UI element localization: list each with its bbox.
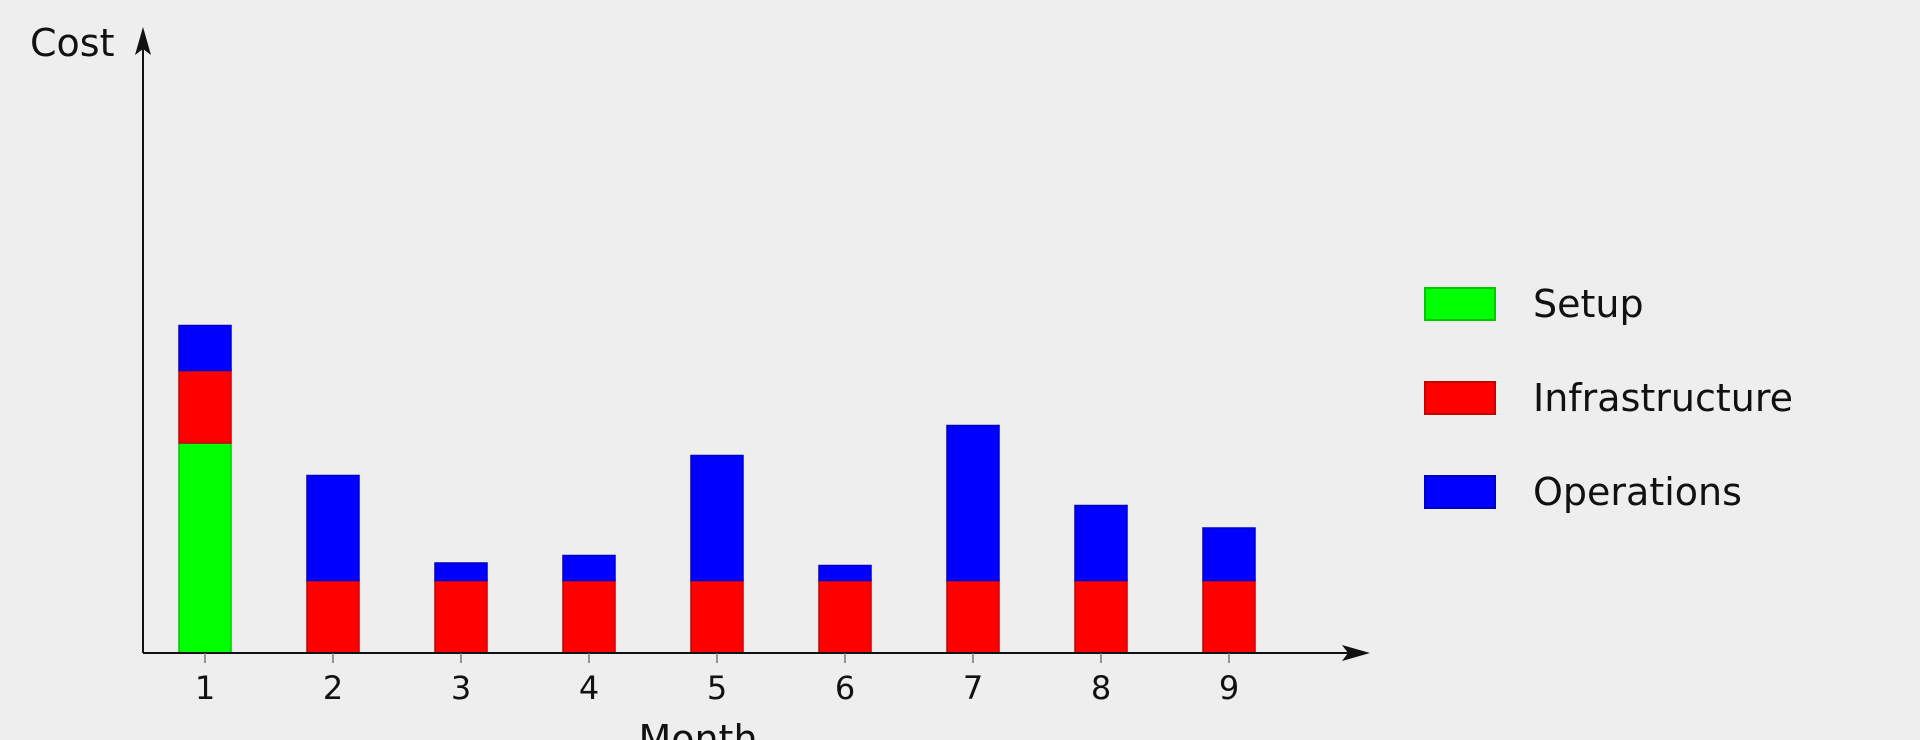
bar-infrastructure-month-3 (434, 579, 488, 654)
axes (135, 27, 1370, 661)
x-tick-label: 4 (579, 669, 599, 707)
bars-layer (178, 324, 1256, 654)
legend: Setup Infrastructure Operations (1424, 282, 1793, 514)
legend-swatch-infrastructure (1424, 381, 1496, 415)
x-tick-label: 8 (1091, 669, 1111, 707)
legend-label-infrastructure: Infrastructure (1533, 376, 1793, 420)
bar-infrastructure-month-9 (1202, 579, 1256, 654)
legend-label-operations: Operations (1533, 470, 1742, 514)
bar-infrastructure-month-8 (1074, 579, 1128, 654)
y-axis-label: Cost (30, 21, 114, 65)
x-tick-label: 2 (323, 669, 343, 707)
x-tick-label: 3 (451, 669, 471, 707)
x-tick-label: 1 (195, 669, 215, 707)
x-axis-arrow-icon (1342, 645, 1370, 661)
x-tick-label: 7 (963, 669, 983, 707)
bar-operations-month-6 (818, 564, 872, 582)
legend-swatch-operations (1424, 475, 1496, 509)
legend-label-setup: Setup (1533, 282, 1644, 326)
bar-operations-month-4 (562, 554, 616, 582)
bar-infrastructure-month-7 (946, 579, 1000, 654)
bar-operations-month-8 (1074, 504, 1128, 582)
bar-operations-month-3 (434, 562, 488, 582)
bar-infrastructure-month-1 (178, 369, 232, 444)
bar-infrastructure-month-2 (306, 579, 360, 654)
bar-operations-month-2 (306, 474, 360, 582)
bar-setup-month-1 (178, 442, 232, 654)
x-ticks: 1 2 3 4 5 6 7 8 9 (195, 653, 1239, 707)
x-tick-label: 6 (835, 669, 855, 707)
y-axis-arrow-icon (135, 27, 151, 55)
bar-infrastructure-month-4 (562, 579, 616, 654)
legend-swatch-setup (1424, 287, 1496, 321)
x-axis-label: Month (638, 717, 757, 740)
bar-operations-month-5 (690, 454, 744, 582)
bar-operations-month-1 (178, 324, 232, 372)
bar-operations-month-9 (1202, 527, 1256, 582)
x-tick-label: 9 (1219, 669, 1239, 707)
bar-infrastructure-month-6 (818, 579, 872, 654)
x-tick-label: 5 (707, 669, 727, 707)
bar-operations-month-7 (946, 424, 1000, 582)
bar-infrastructure-month-5 (690, 579, 744, 654)
